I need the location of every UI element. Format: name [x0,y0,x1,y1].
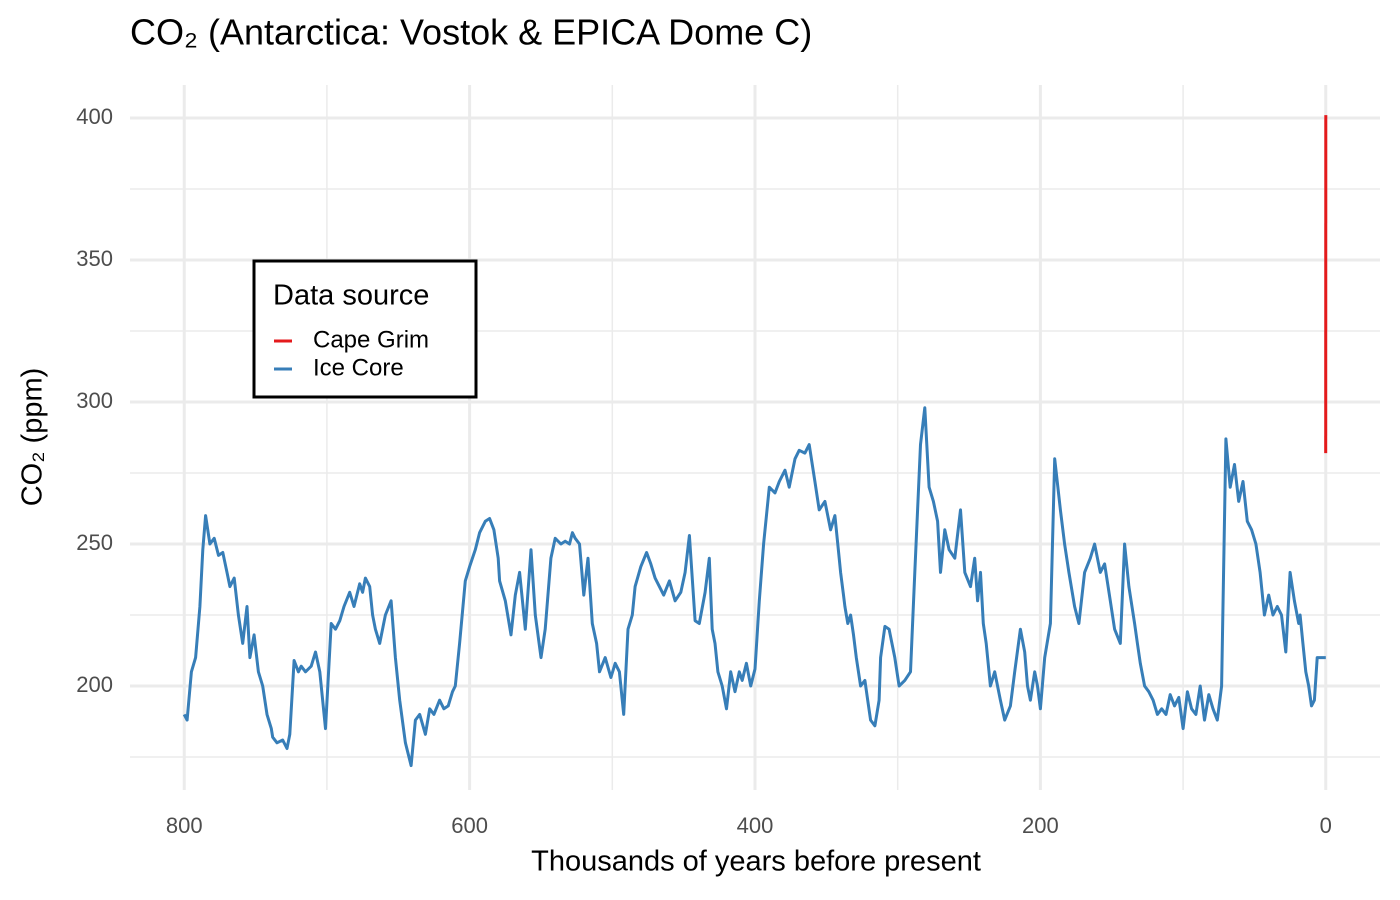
x-tick-label: 400 [737,813,774,838]
legend-label: Ice Core [313,354,404,381]
chart-title: CO₂ (Antarctica: Vostok & EPICA Dome C) [130,12,812,53]
x-tick-label: 600 [451,813,488,838]
x-tick-label: 800 [166,813,203,838]
legend-box [252,259,478,399]
legend-title: Data source [273,280,429,312]
y-tick-label: 300 [76,388,113,413]
plot-lines [182,115,1328,768]
y-axis-label: CO₂ (ppm) [17,368,49,507]
data-line [182,406,1326,768]
y-tick-label: 350 [76,246,113,271]
x-axis-label: Thousands of years before present [531,846,981,878]
y-tick-label: 400 [76,104,113,129]
y-tick-label: 200 [76,672,113,697]
x-tick-label: 0 [1320,813,1332,838]
legend-label: Cape Grim [313,326,429,353]
y-tick-label: 250 [76,530,113,555]
x-tick-label: 200 [1022,813,1059,838]
